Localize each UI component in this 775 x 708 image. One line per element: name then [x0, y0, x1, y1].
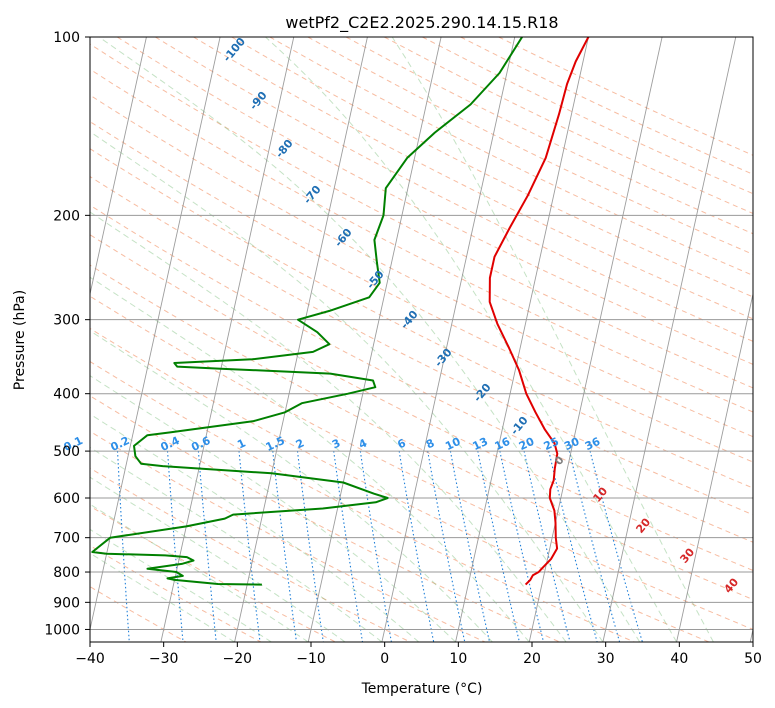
moist-adiabat-line — [90, 375, 456, 642]
moist-adiabat-line — [90, 330, 493, 642]
y-axis-ticks: 100 200 300 400 500 600 700 800 900 1000 — [44, 30, 90, 638]
y-tick-label: 900 — [53, 595, 80, 611]
x-tick-label: −20 — [223, 651, 253, 667]
dry-adiabat-line — [90, 234, 753, 571]
dry-adiabat-line — [90, 361, 635, 642]
mixing-ratio-label: 20 — [517, 435, 537, 453]
y-tick-label: 700 — [53, 531, 80, 547]
mixing-ratio-line — [449, 450, 491, 642]
moist-adiabat-line — [90, 476, 346, 642]
isotherm-line — [90, 37, 147, 297]
mixing-ratio-label: 16 — [493, 435, 513, 453]
mixing-ratio-label: 13 — [471, 435, 490, 453]
mixing-ratio-line — [333, 451, 364, 642]
mixing-ratio-line — [499, 450, 545, 642]
x-axis-label: Temperature (°C) — [361, 681, 483, 697]
x-tick-label: 20 — [523, 651, 541, 667]
isotherm-line — [455, 37, 589, 642]
moist-adiabat-line — [90, 552, 235, 642]
mixing-ratio-line — [568, 450, 621, 642]
dewpoint-profile-line — [91, 37, 523, 586]
mixing-ratio-line — [523, 450, 571, 642]
mixing-ratio-label: 10 — [443, 435, 463, 453]
x-tick-label: 30 — [597, 651, 615, 667]
x-tick-label: −40 — [75, 651, 105, 667]
dry-adiabat-line — [155, 37, 753, 342]
x-tick-label: −10 — [296, 651, 326, 667]
mixing-ratio-line — [427, 451, 466, 642]
moist-adiabat-line — [90, 276, 530, 642]
dry-adiabat-line — [90, 327, 710, 642]
dry-adiabat-line — [231, 37, 753, 298]
dry-adiabat-line — [90, 121, 753, 463]
isotherm-line — [160, 37, 295, 642]
isotherm-line — [0, 37, 73, 642]
isotherm-line — [602, 37, 737, 642]
moist-adiabat-line — [90, 131, 604, 642]
dry-adiabat-line — [90, 176, 753, 516]
y-axis-label: Pressure (hPa) — [12, 290, 28, 390]
mixing-ratio-label: 36 — [583, 435, 603, 453]
isotherm-line — [234, 37, 368, 642]
isotherm-line — [90, 37, 221, 632]
x-tick-label: 50 — [744, 651, 762, 667]
isotherm-line — [749, 627, 753, 642]
series-layer — [91, 37, 590, 586]
dry-adiabat-line — [90, 467, 411, 642]
x-tick-label: 40 — [670, 651, 688, 667]
moist-adiabat-line — [98, 37, 641, 642]
x-tick-label: −30 — [149, 651, 179, 667]
isotherm-line — [381, 37, 516, 642]
dry-adiabat-line — [90, 148, 753, 489]
isotherm-line — [676, 291, 753, 642]
background-lines — [0, 37, 753, 642]
mixing-ratio-label: 30 — [562, 435, 582, 453]
y-tick-label: 500 — [53, 444, 80, 460]
mixing-ratio-line — [296, 451, 324, 642]
y-tick-label: 200 — [53, 208, 80, 224]
mixing-ratio-line — [272, 451, 298, 642]
x-axis-ticks: −40 −30 −20 −10 0 10 20 30 40 50 — [75, 642, 762, 667]
mixing-ratio-line — [238, 451, 261, 642]
dry-adiabat-line — [90, 430, 486, 642]
mixing-ratio-line — [477, 450, 520, 642]
y-tick-label: 1000 — [44, 622, 80, 638]
temperature-profile-line — [488, 37, 590, 586]
dry-adiabat-line — [193, 37, 753, 320]
mixing-ratio-line — [116, 451, 130, 642]
chart-title: wetPf2_C2E2.2025.290.14.15.R18 — [285, 13, 558, 33]
x-tick-label: 0 — [380, 651, 389, 667]
dry-adiabat-line — [90, 68, 753, 413]
y-tick-label: 600 — [53, 491, 80, 507]
dry-adiabat-line — [90, 94, 753, 438]
x-tick-label: 10 — [449, 651, 467, 667]
isotherm-line — [528, 37, 663, 642]
dry-adiabat-line — [90, 264, 753, 601]
y-tick-label: 300 — [53, 313, 80, 329]
mixing-ratio-label: 25 — [542, 435, 561, 453]
mixing-ratio-line — [548, 450, 598, 642]
moist-adiabat-line — [90, 211, 567, 642]
plot-frame — [89, 36, 754, 643]
isotherm-line — [307, 37, 442, 642]
moist-adiabat-line — [90, 528, 272, 642]
y-tick-label: 100 — [53, 30, 80, 46]
y-tick-label: 400 — [53, 387, 80, 403]
moist-adiabat-line — [90, 413, 420, 642]
moist-adiabat-line — [391, 37, 714, 642]
y-tick-label: 800 — [53, 565, 80, 581]
mixing-ratio-line — [197, 451, 217, 642]
